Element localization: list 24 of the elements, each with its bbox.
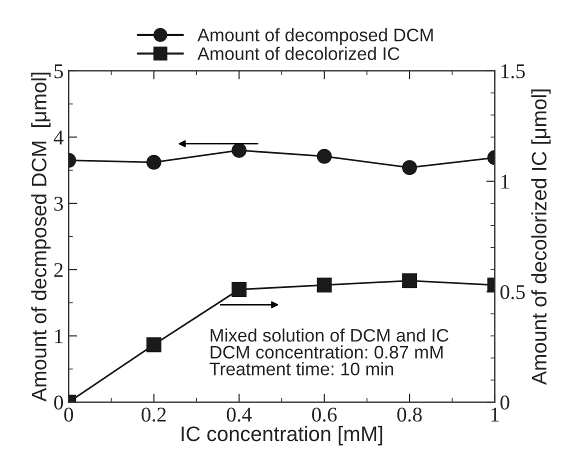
y-axis-title: Amount of decmposed DCM [μmol] (31, 72, 51, 402)
x-tick-label: 0.4 (226, 408, 252, 422)
point (232, 142, 247, 158)
x-tick-label: 0.8 (397, 408, 422, 422)
y-tick-label: 4 (54, 130, 64, 144)
y-tick-label: 5 (54, 64, 63, 78)
x-tick-label: 0.2 (142, 408, 166, 422)
y2-tick-label: 1.5 (501, 64, 525, 78)
y-tick-label: 1 (55, 329, 63, 344)
y2-tick-label: 1 (501, 174, 509, 189)
x-tick-label: 0 (64, 408, 74, 422)
y2-tick-label: 0.5 (500, 285, 525, 300)
y2-axis-title: Amount of decolorized IC [μmol] (531, 90, 551, 385)
x-tick-label: 1 (491, 408, 499, 422)
y-tick-label: 3 (54, 196, 63, 211)
y2-tick-label: 0 (500, 396, 510, 410)
x-axis-title: IC concentration [mM] (182, 426, 382, 446)
point (316, 148, 332, 164)
y-tick-label: 2 (54, 263, 63, 277)
legend-label: Amount of decomposed DCM (197, 28, 433, 45)
legend-label: Amount of decolorized IC (197, 46, 400, 60)
x-tick-label: 0.6 (312, 408, 337, 422)
annotation: Mixed solution of DCM and IC DCM concentration: 0.87 mM Treatment time: 10 min (210, 328, 448, 376)
y-tick-label: 0 (54, 396, 63, 410)
